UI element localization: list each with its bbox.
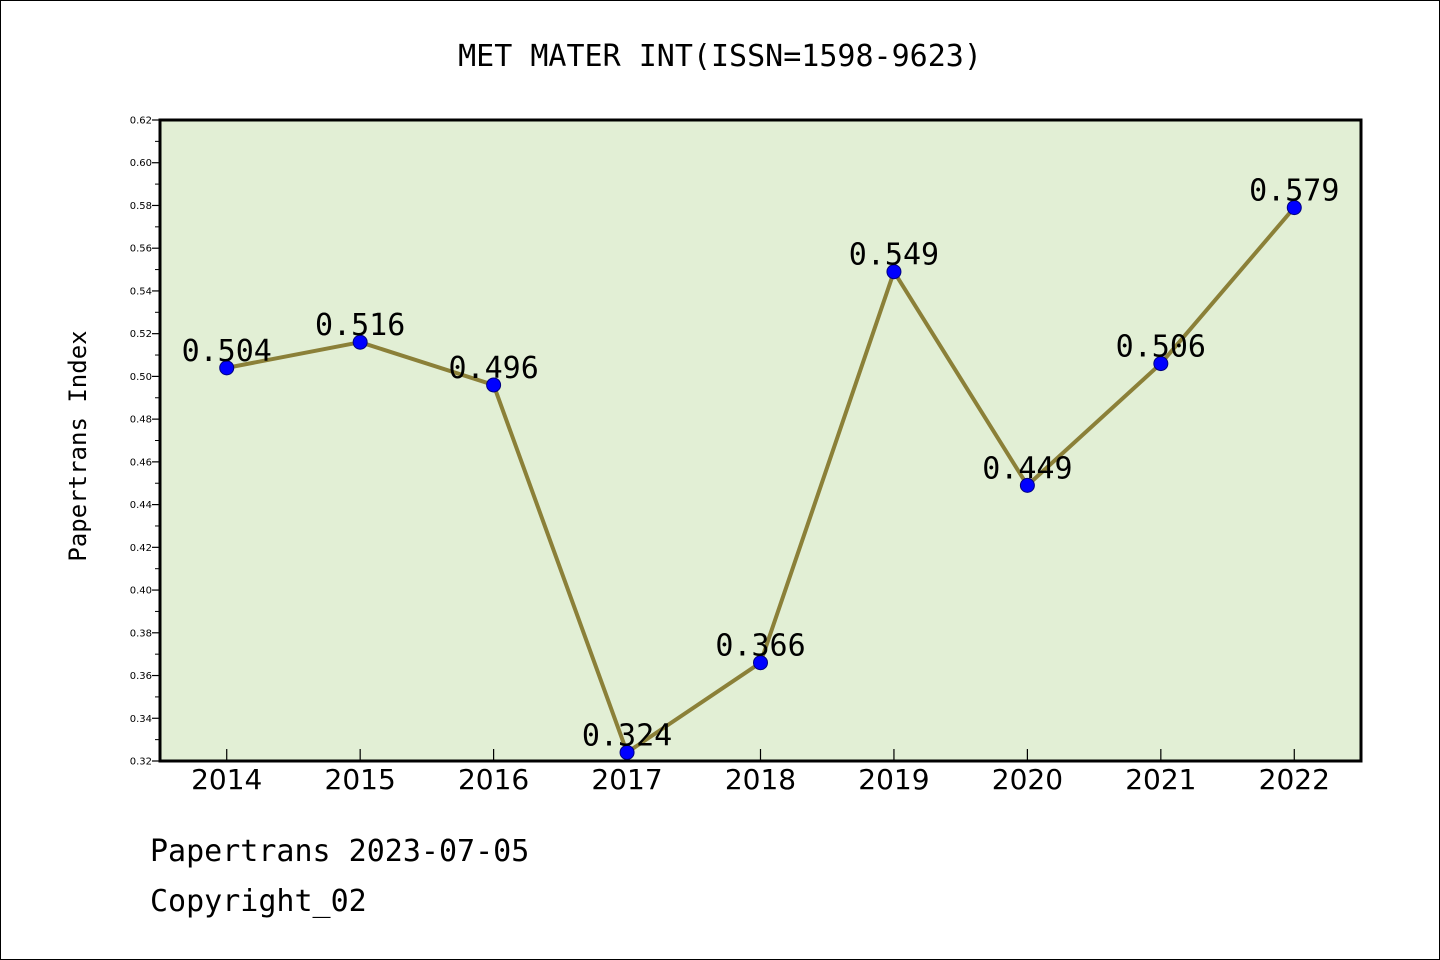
x-tick-label: 2015	[325, 763, 396, 796]
data-point	[753, 655, 768, 671]
data-point	[486, 377, 502, 393]
data-point	[219, 360, 235, 376]
footer-copyright: Copyright_02	[150, 884, 367, 919]
x-tick-label: 2016	[458, 763, 529, 796]
y-axis-label: Papertrans Index	[64, 330, 92, 561]
y-tick-label: 0.34	[130, 714, 152, 725]
y-tick-label: 0.50	[130, 372, 152, 383]
data-label: 0.496	[448, 351, 538, 386]
data-labels: 0.504 0.516 0.496 0.324 0.366 0.549 0.449 0.506…	[182, 174, 1340, 754]
y-tick-label: 0.48	[130, 415, 152, 426]
data-point	[1153, 356, 1169, 372]
y-tick-label: 0.36	[130, 671, 152, 682]
y-tick-label: 0.32	[130, 757, 152, 768]
data-label: 0.366	[715, 629, 805, 664]
y-tick-label: 0.60	[130, 158, 152, 169]
y-tick-label: 0.46	[130, 457, 152, 468]
data-point	[886, 264, 902, 280]
data-points	[219, 200, 1302, 760]
y-tick-label: 0.42	[130, 543, 152, 554]
y-tick-label: 0.40	[130, 586, 152, 597]
x-tick-label: 2014	[191, 763, 262, 796]
data-label: 0.516	[315, 308, 405, 343]
data-label: 0.504	[182, 334, 272, 369]
y-tick-label: 0.62	[130, 116, 152, 127]
y-tick-label: 0.54	[130, 286, 152, 297]
chart-title: MET MATER INT(ISSN=1598-9623)	[458, 39, 982, 74]
data-point	[619, 744, 635, 760]
plot-area	[160, 120, 1361, 761]
data-point	[1286, 200, 1302, 216]
data-point	[1019, 477, 1035, 493]
data-label: 0.549	[849, 238, 939, 273]
y-tick-label: 0.56	[130, 244, 152, 255]
data-point	[352, 334, 368, 350]
data-label: 0.324	[582, 718, 672, 753]
x-axis: 2014 2015 2016 2017 2018 2019 2020 2021 2022	[191, 749, 1330, 796]
y-tick-label: 0.52	[130, 329, 152, 340]
y-axis: 0.32 0.34 0.36 0.38 0.40 0.42 0.44 0.46 0.48 0.50…	[130, 116, 160, 768]
x-tick-label: 2019	[858, 763, 929, 796]
x-tick-label: 2017	[591, 763, 662, 796]
y-tick-label: 0.58	[130, 201, 152, 212]
data-label: 0.579	[1249, 174, 1339, 209]
data-label: 0.449	[982, 451, 1072, 486]
y-tick-label: 0.38	[130, 628, 152, 639]
y-tick-label: 0.44	[130, 500, 152, 511]
x-tick-label: 2020	[992, 763, 1063, 796]
x-tick-label: 2021	[1125, 763, 1196, 796]
x-tick-label: 2022	[1259, 763, 1330, 796]
plot-border	[158, 118, 1363, 763]
data-label: 0.506	[1116, 330, 1206, 365]
x-tick-label: 2018	[725, 763, 796, 796]
footer-date: Papertrans 2023-07-05	[150, 834, 530, 869]
